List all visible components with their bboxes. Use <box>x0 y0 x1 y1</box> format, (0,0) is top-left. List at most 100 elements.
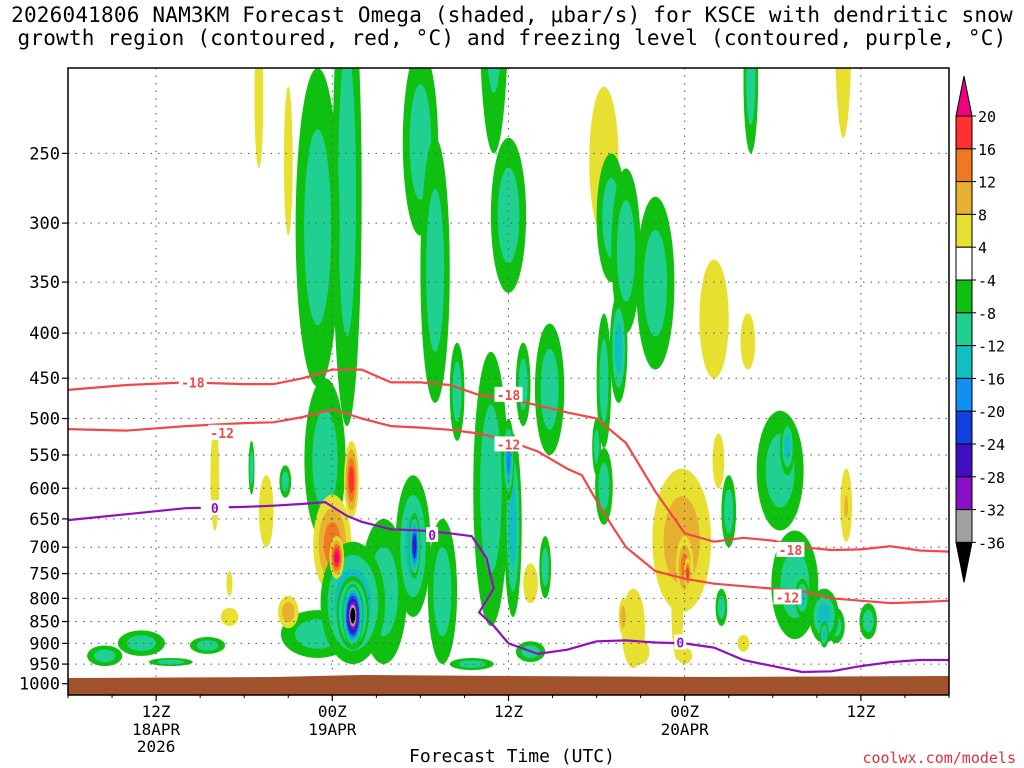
omega-cell-64-band-2 <box>817 603 831 629</box>
dgz-minus-18-line <box>68 368 949 553</box>
dgz-minus-12-line <box>68 408 949 605</box>
x-tick-sub-0-1: 2026 <box>137 737 176 756</box>
colorbar-bottom-arrow <box>955 541 973 583</box>
y-tick-label-450: 450 <box>29 369 60 389</box>
credit-link[interactable]: coolwx.com/models <box>862 749 1016 767</box>
label-0-c-bg <box>674 634 687 650</box>
omega-cell-20-band-1 <box>126 635 156 652</box>
y-tick-label-250: 250 <box>29 144 60 164</box>
label-0-b: 0 <box>428 529 436 544</box>
label-18-b-bg <box>494 386 523 402</box>
colorbar: 20 16 12 8 4 -4 -8 -12 -16 -20 -24 -28 -32 -36 <box>955 75 1005 583</box>
colorbar-swatch-2 <box>955 148 973 183</box>
omega-cell-44-band-1 <box>724 489 734 534</box>
omega-cell-16-band-0 <box>254 68 264 169</box>
colorbar-label-8: -16 <box>978 370 1005 388</box>
freezing-level-0-label: 0 <box>211 502 219 517</box>
x-tick-label-0: 12Z <box>142 702 171 721</box>
omega-cell-4-band-0 <box>699 259 729 379</box>
omega-cell-72-band-3 <box>348 466 354 494</box>
colorbar-swatch-11 <box>955 443 973 478</box>
colorbar-label-6: -8 <box>978 305 996 323</box>
chart-title: 2026041806 NAM3KM Forecast Omega (shaded… <box>11 3 1013 50</box>
omega-cell-62-band-2 <box>784 434 791 460</box>
omega-cell-21-band-1 <box>93 649 116 663</box>
omega-cell-42-band-1 <box>643 229 668 337</box>
y-tick-label-600: 600 <box>29 479 60 499</box>
omega-cell-25-band-1 <box>312 409 338 511</box>
omega-cell-59-band-1 <box>844 495 849 518</box>
colorbar-swatch-6 <box>955 279 973 314</box>
omega-cell-27-band-1 <box>337 68 357 337</box>
colorbar-swatch-4 <box>955 213 973 248</box>
y-tick-label-550: 550 <box>29 446 60 466</box>
colorbar-label-12: -32 <box>978 502 1005 520</box>
y-tick-label-900: 900 <box>29 634 60 654</box>
terrain-layer <box>68 675 949 695</box>
colorbar-label-1: 16 <box>978 141 996 159</box>
omega-cell-34-band-1 <box>480 404 502 574</box>
colorbar-label-0: 20 <box>978 108 996 126</box>
omega-cell-18-band-0 <box>258 475 274 548</box>
contour-layer: -18 -12 0 -18 -12 0 0 -18 -12 <box>68 368 949 674</box>
omega-cell-73-band-4 <box>334 551 339 564</box>
omega-cell-65-band-2 <box>822 628 827 641</box>
omega-cell-45-band-1 <box>717 595 726 619</box>
omega-cell-23-band-1 <box>196 640 219 651</box>
label-18-c-bg <box>776 541 805 557</box>
omega-cell-33-band-1 <box>497 167 520 264</box>
omega-cell-71-band-3 <box>686 568 689 579</box>
omega-cell-10-band-0 <box>631 639 650 665</box>
label-0-b-bg <box>426 527 439 543</box>
omega-cell-50-band-1 <box>862 610 874 633</box>
omega-cell-52-band-1 <box>249 451 254 485</box>
omega-cell-13-band-0 <box>220 607 239 626</box>
omega-cell-38-band-1 <box>599 339 609 423</box>
omega-cell-54-band-1 <box>304 129 332 326</box>
colorbar-label-7: -12 <box>978 338 1005 356</box>
label-0-c: 0 <box>676 637 684 652</box>
freezing-level-0-label-bg <box>200 500 229 516</box>
omega-cell-46-band-1 <box>746 68 756 125</box>
colorbar-swatch-8 <box>955 345 973 379</box>
colorbar-label-13: -36 <box>978 534 1005 552</box>
omega-cell-36-band-1 <box>541 548 549 587</box>
colorbar-swatch-1 <box>955 115 973 150</box>
omega-cell-31-band-1 <box>458 660 486 668</box>
omega-cell-1-band-0 <box>633 0 662 6</box>
omega-cell-24-band-1 <box>281 471 289 492</box>
colorbar-swatch-13 <box>955 509 973 543</box>
dgz-minus-18-label: -18 <box>181 376 205 391</box>
y-tick-label-850: 850 <box>29 613 60 633</box>
label-18-b: -18 <box>497 389 521 404</box>
omega-cell-51-band-1 <box>598 462 610 510</box>
omega-cell-14-band-0 <box>226 571 233 596</box>
y-tick-label-800: 800 <box>29 589 60 609</box>
colorbar-label-2: 12 <box>978 174 996 192</box>
colorbar-label-4: 4 <box>978 239 987 257</box>
y-tick-label-1000: 1000 <box>19 675 60 695</box>
omega-cell-30-band-1 <box>452 361 462 422</box>
omega-cell-32-band-1 <box>487 68 500 93</box>
y-axis: 2503003504004505005506006507007508008509… <box>19 144 68 695</box>
omega-cell-32-band-0 <box>480 68 507 154</box>
colorbar-label-3: 8 <box>978 206 987 224</box>
x-axis-title: Forecast Time (UTC) <box>409 746 615 767</box>
colorbar-swatch-12 <box>955 476 973 511</box>
x-tick-label-1: 00Z <box>318 702 347 721</box>
x-tick-label-3: 00Z <box>670 702 699 721</box>
omega-cell-5-band-0 <box>712 433 725 489</box>
omega-cell-76-band-9 <box>351 610 355 621</box>
omega-cell-39-band-1 <box>593 429 600 465</box>
label-12-c-bg <box>773 589 802 605</box>
omega-cell-19-band-0 <box>523 563 538 604</box>
colorbar-label-11: -28 <box>978 469 1005 487</box>
y-tick-label-650: 650 <box>29 510 60 530</box>
omega-cell-8-band-0 <box>835 68 852 138</box>
dgz-minus-18-label-bg <box>178 374 207 390</box>
y-tick-label-750: 750 <box>29 565 60 585</box>
colorbar-swatch-10 <box>955 410 973 445</box>
colorbar-swatch-9 <box>955 377 973 412</box>
omega-cell-41-band-1 <box>616 200 636 302</box>
